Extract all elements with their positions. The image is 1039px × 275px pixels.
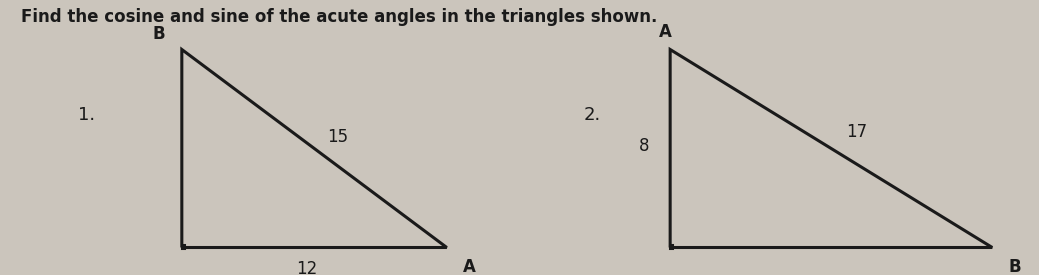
Text: 1.: 1. xyxy=(78,106,95,125)
Text: 8: 8 xyxy=(639,137,649,155)
Text: 2.: 2. xyxy=(584,106,602,125)
Text: Find the cosine and sine of the acute angles in the triangles shown.: Find the cosine and sine of the acute an… xyxy=(21,8,657,26)
Text: A: A xyxy=(463,258,476,275)
Text: A: A xyxy=(659,23,671,41)
Text: B: B xyxy=(153,25,165,43)
Text: B: B xyxy=(1009,258,1021,275)
Text: 12: 12 xyxy=(296,260,317,275)
Text: 17: 17 xyxy=(847,123,868,141)
Text: 15: 15 xyxy=(327,128,348,147)
